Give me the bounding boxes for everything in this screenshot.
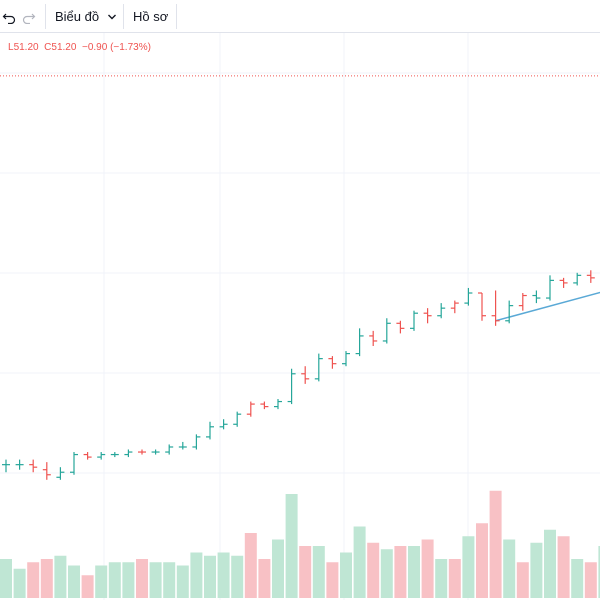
- chevron-down-icon: [108, 14, 117, 19]
- volume-bar: [68, 565, 80, 598]
- volume-bar: [176, 565, 189, 598]
- volume-bar: [95, 565, 108, 598]
- volume-bar: [516, 562, 529, 598]
- volume-bar: [557, 536, 570, 598]
- volume-bar: [299, 546, 312, 598]
- volume-bar: [353, 526, 366, 598]
- undo-button[interactable]: [2, 0, 18, 33]
- volume-bar: [231, 555, 244, 598]
- volume-bar: [326, 562, 339, 598]
- chart-menu-label: Biểu đồ: [55, 9, 100, 24]
- volume-bar: [476, 523, 488, 598]
- volume-bar: [122, 562, 135, 598]
- volume-bar: [163, 562, 176, 598]
- ohlc-legend: L51.20 C51.20 −0.90 (−1.73%): [8, 42, 151, 53]
- volume-bar: [340, 552, 352, 598]
- volume-bar: [40, 559, 53, 598]
- volume-bar: [27, 562, 40, 598]
- volume-bar: [285, 494, 298, 598]
- price-chart[interactable]: [0, 33, 600, 600]
- chart-menu-button[interactable]: Biểu đồ: [55, 0, 117, 33]
- volume-bar: [530, 542, 543, 598]
- volume-bar: [258, 559, 271, 598]
- volume-bar: [312, 546, 325, 598]
- low-label: L: [8, 42, 14, 53]
- toolbar-divider: [45, 4, 46, 29]
- volume-bar: [435, 559, 448, 598]
- toolbar-divider: [123, 4, 124, 29]
- redo-icon: [22, 13, 36, 24]
- top-toolbar: Biểu đồ Hồ sơ: [0, 0, 600, 33]
- volume-bar: [0, 559, 12, 598]
- volume-bar: [394, 546, 407, 598]
- volume-bar: [489, 490, 502, 598]
- volume-bar: [571, 559, 584, 598]
- volume-bar: [13, 568, 26, 598]
- volume-bar: [544, 529, 556, 598]
- volume-bar: [272, 539, 284, 598]
- volume-bar: [54, 555, 67, 598]
- volume-bar: [408, 546, 420, 598]
- volume-bar: [204, 555, 216, 598]
- volume-bar: [81, 575, 94, 598]
- change-value: −0.90 (−1.73%): [81, 42, 151, 53]
- volume-bar: [217, 552, 230, 598]
- volume-bar: [503, 539, 516, 598]
- volume-bar: [462, 536, 475, 598]
- volume-bar: [448, 559, 461, 598]
- volume-bar: [421, 539, 434, 598]
- volume-bar: [584, 562, 597, 598]
- redo-button[interactable]: [22, 0, 38, 33]
- close-value: 51.20: [51, 42, 77, 53]
- volume-bar: [108, 562, 121, 598]
- volume-bar: [149, 562, 162, 598]
- profile-label: Hồ sơ: [133, 9, 169, 24]
- volume-bar: [367, 542, 380, 598]
- volume-bar: [598, 546, 600, 598]
- toolbar-divider: [176, 4, 177, 29]
- undo-icon: [2, 13, 16, 24]
- volume-bar: [190, 552, 203, 598]
- volume-bar: [136, 559, 148, 598]
- profile-button[interactable]: Hồ sơ: [133, 0, 168, 33]
- close-label: C: [44, 42, 52, 53]
- volume-bar: [244, 533, 257, 598]
- low-value: 51.20: [13, 42, 39, 53]
- trend-line: [495, 291, 600, 322]
- volume-bar: [380, 549, 393, 598]
